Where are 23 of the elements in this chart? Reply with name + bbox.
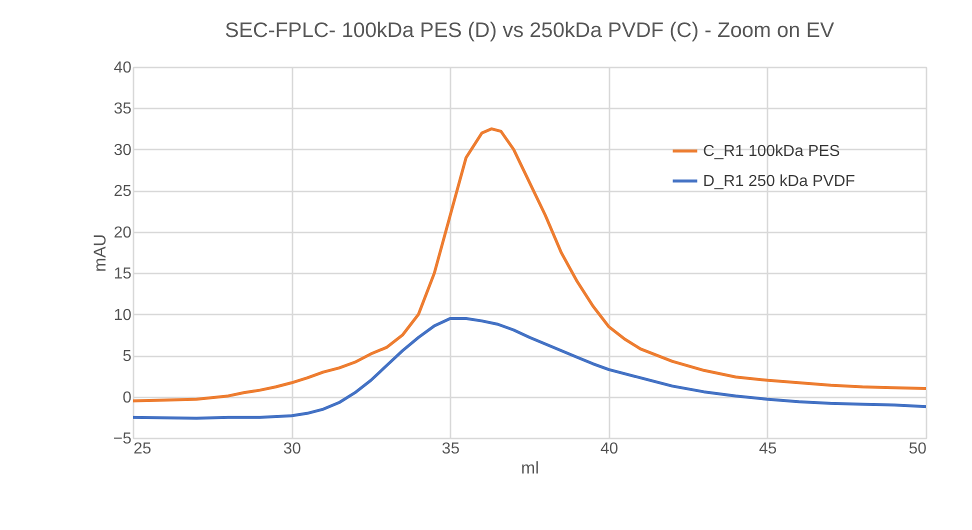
y-tick-label: 15 — [114, 266, 132, 283]
y-axis-title: mAU — [90, 234, 110, 272]
line-series — [133, 127, 926, 402]
y-tick-label: 10 — [114, 306, 132, 324]
x-tick-label: 40 — [600, 440, 618, 458]
legend-label: D_R1 250 kDa PVDF — [703, 173, 856, 190]
x-tick-label: 35 — [442, 440, 460, 458]
x-tick-label: 30 — [283, 440, 302, 458]
x-tick-label: 45 — [759, 440, 777, 458]
y-tick-label: 25 — [114, 183, 132, 200]
x-tick-label: 25 — [134, 440, 152, 458]
y-tick-label: 0 — [122, 389, 132, 406]
y-tick-label: 35 — [114, 100, 132, 118]
y-tick-label: 30 — [114, 142, 132, 159]
chart-title: SEC-FPLC- 100kDa PES (D) vs 250kDa PVDF (C) - Zoom on EV — [224, 19, 834, 42]
y-tick-label: 40 — [114, 60, 132, 76]
legend-label: C_R1 100kDa PES — [703, 143, 840, 160]
y-tick-label: 20 — [114, 224, 132, 242]
y-tick-label: −5 — [113, 430, 132, 448]
x-axis-title: ml — [521, 458, 539, 478]
line-series — [133, 316, 926, 420]
y-tick-label: 5 — [122, 348, 132, 366]
x-tick-label: 50 — [908, 440, 927, 458]
